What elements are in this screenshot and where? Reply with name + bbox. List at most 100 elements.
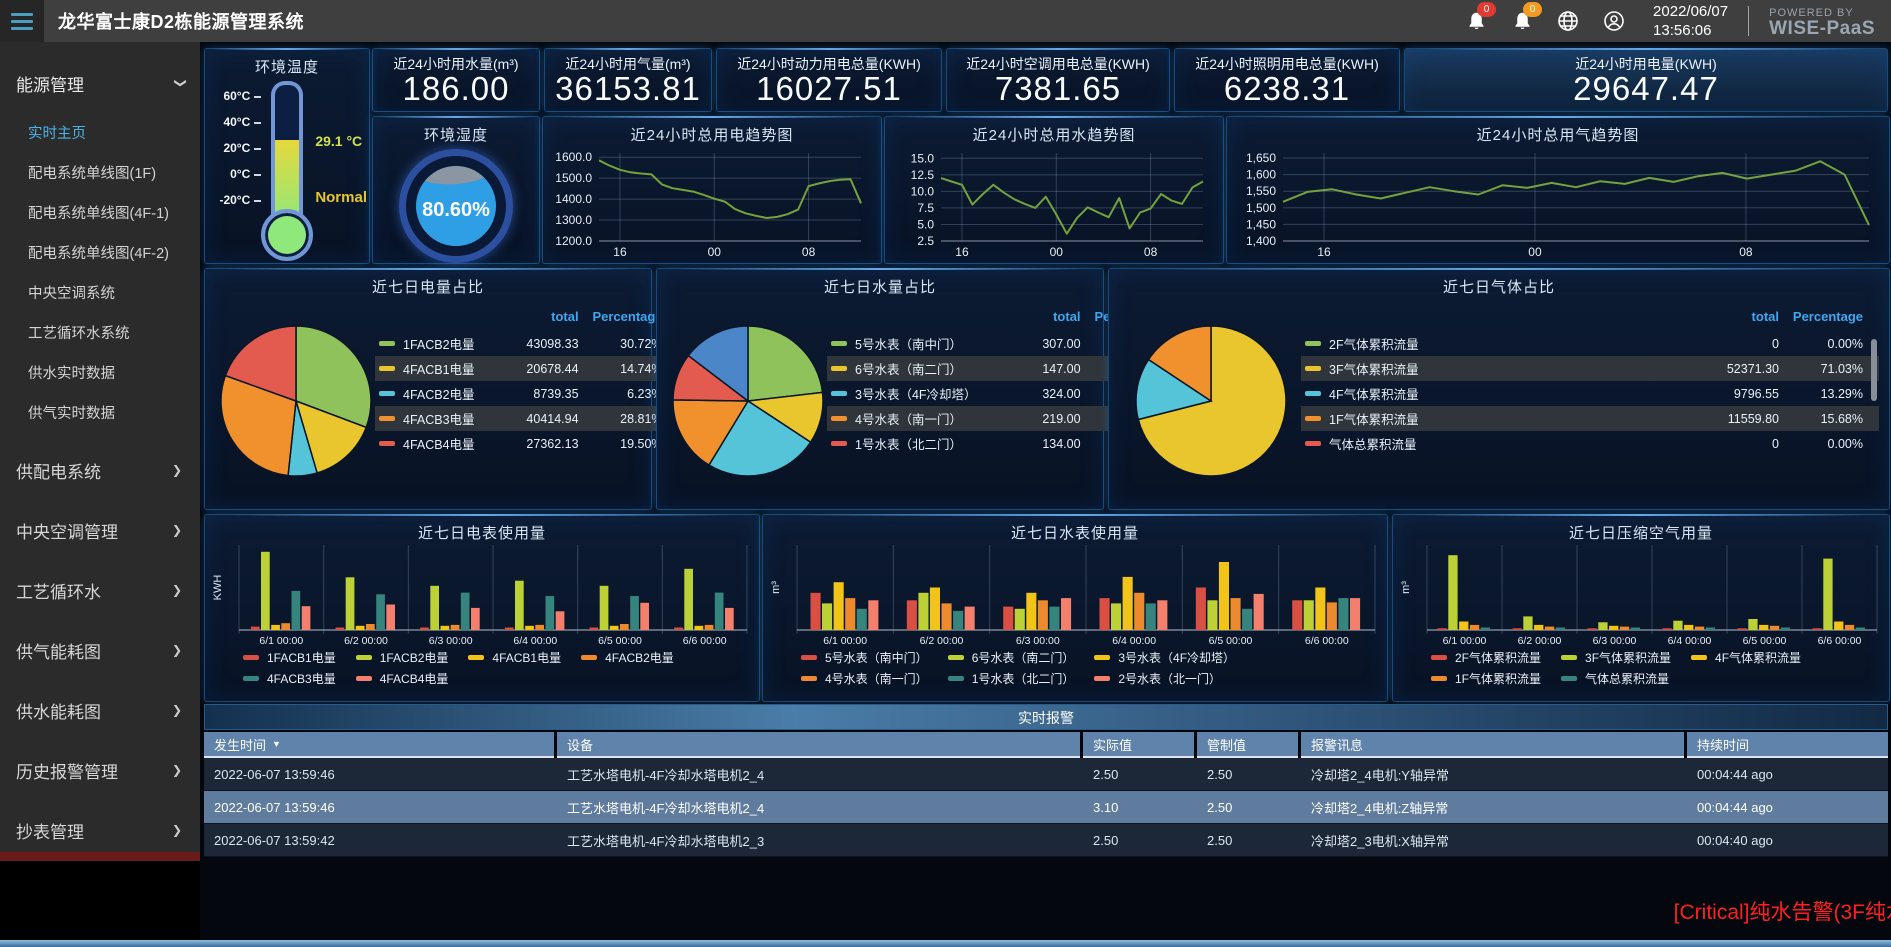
legend-row[interactable]: 4FACB2电量 8739.35 6.23% (375, 381, 679, 406)
column-header[interactable]: 设备 (557, 732, 1080, 758)
legend-item[interactable]: 气体总累积流量 (1561, 670, 1669, 687)
cell-time: 2022-06-07 13:59:42 (214, 832, 335, 848)
time-text: 13:56:06 (1653, 22, 1712, 39)
table-row[interactable]: 2022-06-07 13:59:42 工艺水塔电机-4F冷却水塔电机2_3 2… (204, 824, 1888, 857)
legend-swatch (379, 416, 395, 421)
gas-trend-chart[interactable]: 1,650 1,600 1,550 1,500 1,450 1,400 16 00 08 (1233, 143, 1883, 261)
electricity-pie-chart[interactable] (217, 299, 375, 503)
sidebar-item[interactable]: 配电系统单线图(4F-2) (28, 246, 169, 262)
legend-row[interactable]: 4FACB3电量 40414.94 28.81% (375, 406, 679, 431)
legend-item[interactable]: 5号水表（南中门） (801, 649, 928, 666)
kpi-value: 29647.47 (1573, 70, 1719, 107)
legend-item[interactable]: 4F气体累积流量 (1691, 649, 1801, 666)
legend-swatch (243, 655, 259, 660)
svg-text:10.0: 10.0 (911, 184, 935, 198)
sidebar-section-energy-management[interactable]: 能源管理 ❯ (16, 75, 188, 95)
kpi-card: 近24小时照明用电总量(KWH) 6238.31 (1174, 48, 1400, 112)
legend-item[interactable]: 3F气体累积流量 (1561, 649, 1671, 666)
water-trend-chart[interactable]: 15.0 12.5 10.0 7.5 5.0 2.5 16 00 08 (891, 143, 1217, 261)
sidebar-section[interactable]: 中央空调管理 ❯ (16, 522, 182, 542)
legend-item[interactable]: 2F气体累积流量 (1431, 649, 1541, 666)
column-header[interactable]: 实际值 (1083, 732, 1194, 758)
sidebar-section[interactable]: 历史报警管理 ❯ (16, 762, 182, 782)
temperature-scale-label: 0°C (211, 167, 262, 181)
sidebar-item[interactable]: 配电系统单线图(4F-1) (28, 206, 169, 222)
electricity-trend-chart[interactable]: 1600.0 1500.0 1400.0 1300.0 1200.0 16 00 08 (549, 143, 875, 261)
legend-row[interactable]: 2F气体累积流量 0 0.00% (1301, 331, 1879, 356)
compressed-air-bar-chart[interactable]: 6/1 00:00 6/2 00:00 6/3 00:00 6/4 00:00 6/5 … (1399, 539, 1883, 647)
legend-item[interactable]: 4FACB4电量 (355, 670, 448, 687)
chevron-right-icon: ❯ (171, 523, 182, 537)
menu-icon[interactable] (0, 0, 44, 42)
user-account-icon[interactable] (1601, 8, 1627, 34)
critical-alarm-marquee: [Critical]纯水告警(3F纯水 (1673, 901, 1891, 924)
cell-time: 2022-06-07 13:59:46 (214, 799, 335, 815)
panel-title: 近24小时总用水趋势图 (972, 127, 1136, 144)
sidebar-section[interactable]: 抄表管理 ❯ (16, 822, 182, 842)
sidebar-item[interactable]: 实时主页 (28, 126, 86, 142)
legend-scrollbar[interactable] (1871, 339, 1877, 401)
legend-row[interactable]: 4FACB4电量 27362.13 19.50% (375, 431, 679, 456)
panel-title: 近七日气体占比 (1442, 279, 1555, 296)
legend-swatch (243, 676, 259, 681)
svg-text:1,550: 1,550 (1246, 184, 1276, 198)
legend-item[interactable]: 1FACB1电量 (243, 649, 336, 666)
svg-text:1500.0: 1500.0 (555, 171, 592, 185)
column-header[interactable]: 报警讯息 (1301, 732, 1684, 758)
cell-message: 冷却塔2_3电机:X轴异常 (1311, 833, 1449, 849)
sidebar-section[interactable]: 工艺循环水 ❯ (16, 582, 182, 602)
legend-item[interactable]: 4号水表（南一门） (801, 670, 928, 687)
sidebar-section[interactable]: 供配电系统 ❯ (16, 462, 182, 482)
legend-item[interactable]: 2号水表（北一门） (1094, 670, 1221, 687)
legend-row[interactable]: 4FACB1电量 20678.44 14.74% (375, 356, 679, 381)
language-globe-icon[interactable] (1555, 8, 1581, 34)
legend-item[interactable]: 1号水表（北二门） (947, 670, 1074, 687)
cell-duration: 00:04:44 ago (1697, 799, 1773, 815)
column-header[interactable]: 发生时间 ▼ (204, 732, 554, 758)
legend-row[interactable]: 4F气体累积流量 9796.55 13.29% (1301, 381, 1879, 406)
legend-item[interactable]: 3号水表（4F冷却塔） (1094, 649, 1235, 666)
svg-text:1,650: 1,650 (1246, 151, 1276, 165)
table-row[interactable]: 2022-06-07 13:59:46 工艺水塔电机-4F冷却水塔电机2_4 2… (204, 758, 1888, 791)
column-header[interactable]: 管制值 (1197, 732, 1298, 758)
legend-swatch (947, 655, 964, 660)
legend-row[interactable]: 气体总累积流量 0 0.00% (1301, 431, 1879, 456)
legend-row[interactable]: 3F气体累积流量 52371.30 71.03% (1301, 356, 1879, 381)
svg-text:12.5: 12.5 (911, 168, 935, 182)
legend-item[interactable]: 4FACB1电量 (468, 649, 561, 666)
sidebar-scroll-indicator[interactable] (0, 852, 200, 861)
cell-actual-value: 2.50 (1093, 766, 1119, 782)
svg-text:6/1 00:00: 6/1 00:00 (1443, 635, 1487, 647)
sidebar-section[interactable]: 供气能耗图 ❯ (16, 642, 182, 662)
column-header[interactable]: 持续时间 (1687, 732, 1888, 758)
panel-title: 近七日压缩空气用量 (1568, 525, 1713, 542)
sidebar-item[interactable]: 中央空调系统 (28, 286, 115, 302)
kpi-card: 近24小时用水量(m³) 186.00 (372, 48, 540, 112)
legend-row[interactable]: 1FACB2电量 43098.33 30.72% (375, 331, 679, 356)
water-pie-chart[interactable] (669, 299, 827, 503)
electric-meter-bar-chart[interactable]: 6/1 00:00 6/2 00:00 6/3 00:00 6/4 00:00 6/5 … (211, 539, 753, 647)
legend-item[interactable]: 4FACB2电量 (581, 649, 674, 666)
legend-item[interactable]: 1FACB2电量 (355, 649, 448, 666)
gas-pie-chart[interactable] (1121, 299, 1301, 503)
sidebar-item[interactable]: 供水实时数据 (28, 366, 115, 382)
legend-item[interactable]: 6号水表（南二门） (947, 649, 1074, 666)
table-row[interactable]: 2022-06-07 13:59:46 工艺水塔电机-4F冷却水塔电机2_4 3… (204, 791, 1888, 824)
svg-text:7.5: 7.5 (917, 201, 934, 215)
sidebar-item[interactable]: 工艺循环水系统 (28, 326, 130, 342)
kpi-card: 近24小时用气量(m³) 36153.81 (544, 48, 712, 112)
legend-item[interactable]: 4FACB3电量 (243, 670, 336, 687)
sidebar-item[interactable]: 配电系统单线图(1F) (28, 166, 157, 182)
alarm-bell-warning-icon[interactable]: 0 (1509, 2, 1543, 34)
sidebar-item[interactable]: 供气实时数据 (28, 406, 115, 422)
water-meter-bar-chart[interactable]: 6/1 00:00 6/2 00:00 6/3 00:00 6/4 00:00 6/5 … (769, 539, 1381, 647)
sidebar-section[interactable]: 供水能耗图 ❯ (16, 702, 182, 722)
horizontal-scrollbar[interactable] (0, 940, 1891, 947)
alarm-bell-critical-icon[interactable]: 0 (1463, 2, 1497, 34)
svg-text:6/6 00:00: 6/6 00:00 (683, 635, 727, 647)
legend-row[interactable]: 1F气体累积流量 11559.80 15.68% (1301, 406, 1879, 431)
legend-item[interactable]: 1F气体累积流量 (1431, 670, 1541, 687)
svg-text:16: 16 (955, 245, 969, 259)
cell-actual-value: 2.50 (1093, 832, 1119, 848)
topbar: 龙华富士康D2栋能源管理系统 0 0 2022/06/07 13:56:06 P… (0, 0, 1891, 42)
